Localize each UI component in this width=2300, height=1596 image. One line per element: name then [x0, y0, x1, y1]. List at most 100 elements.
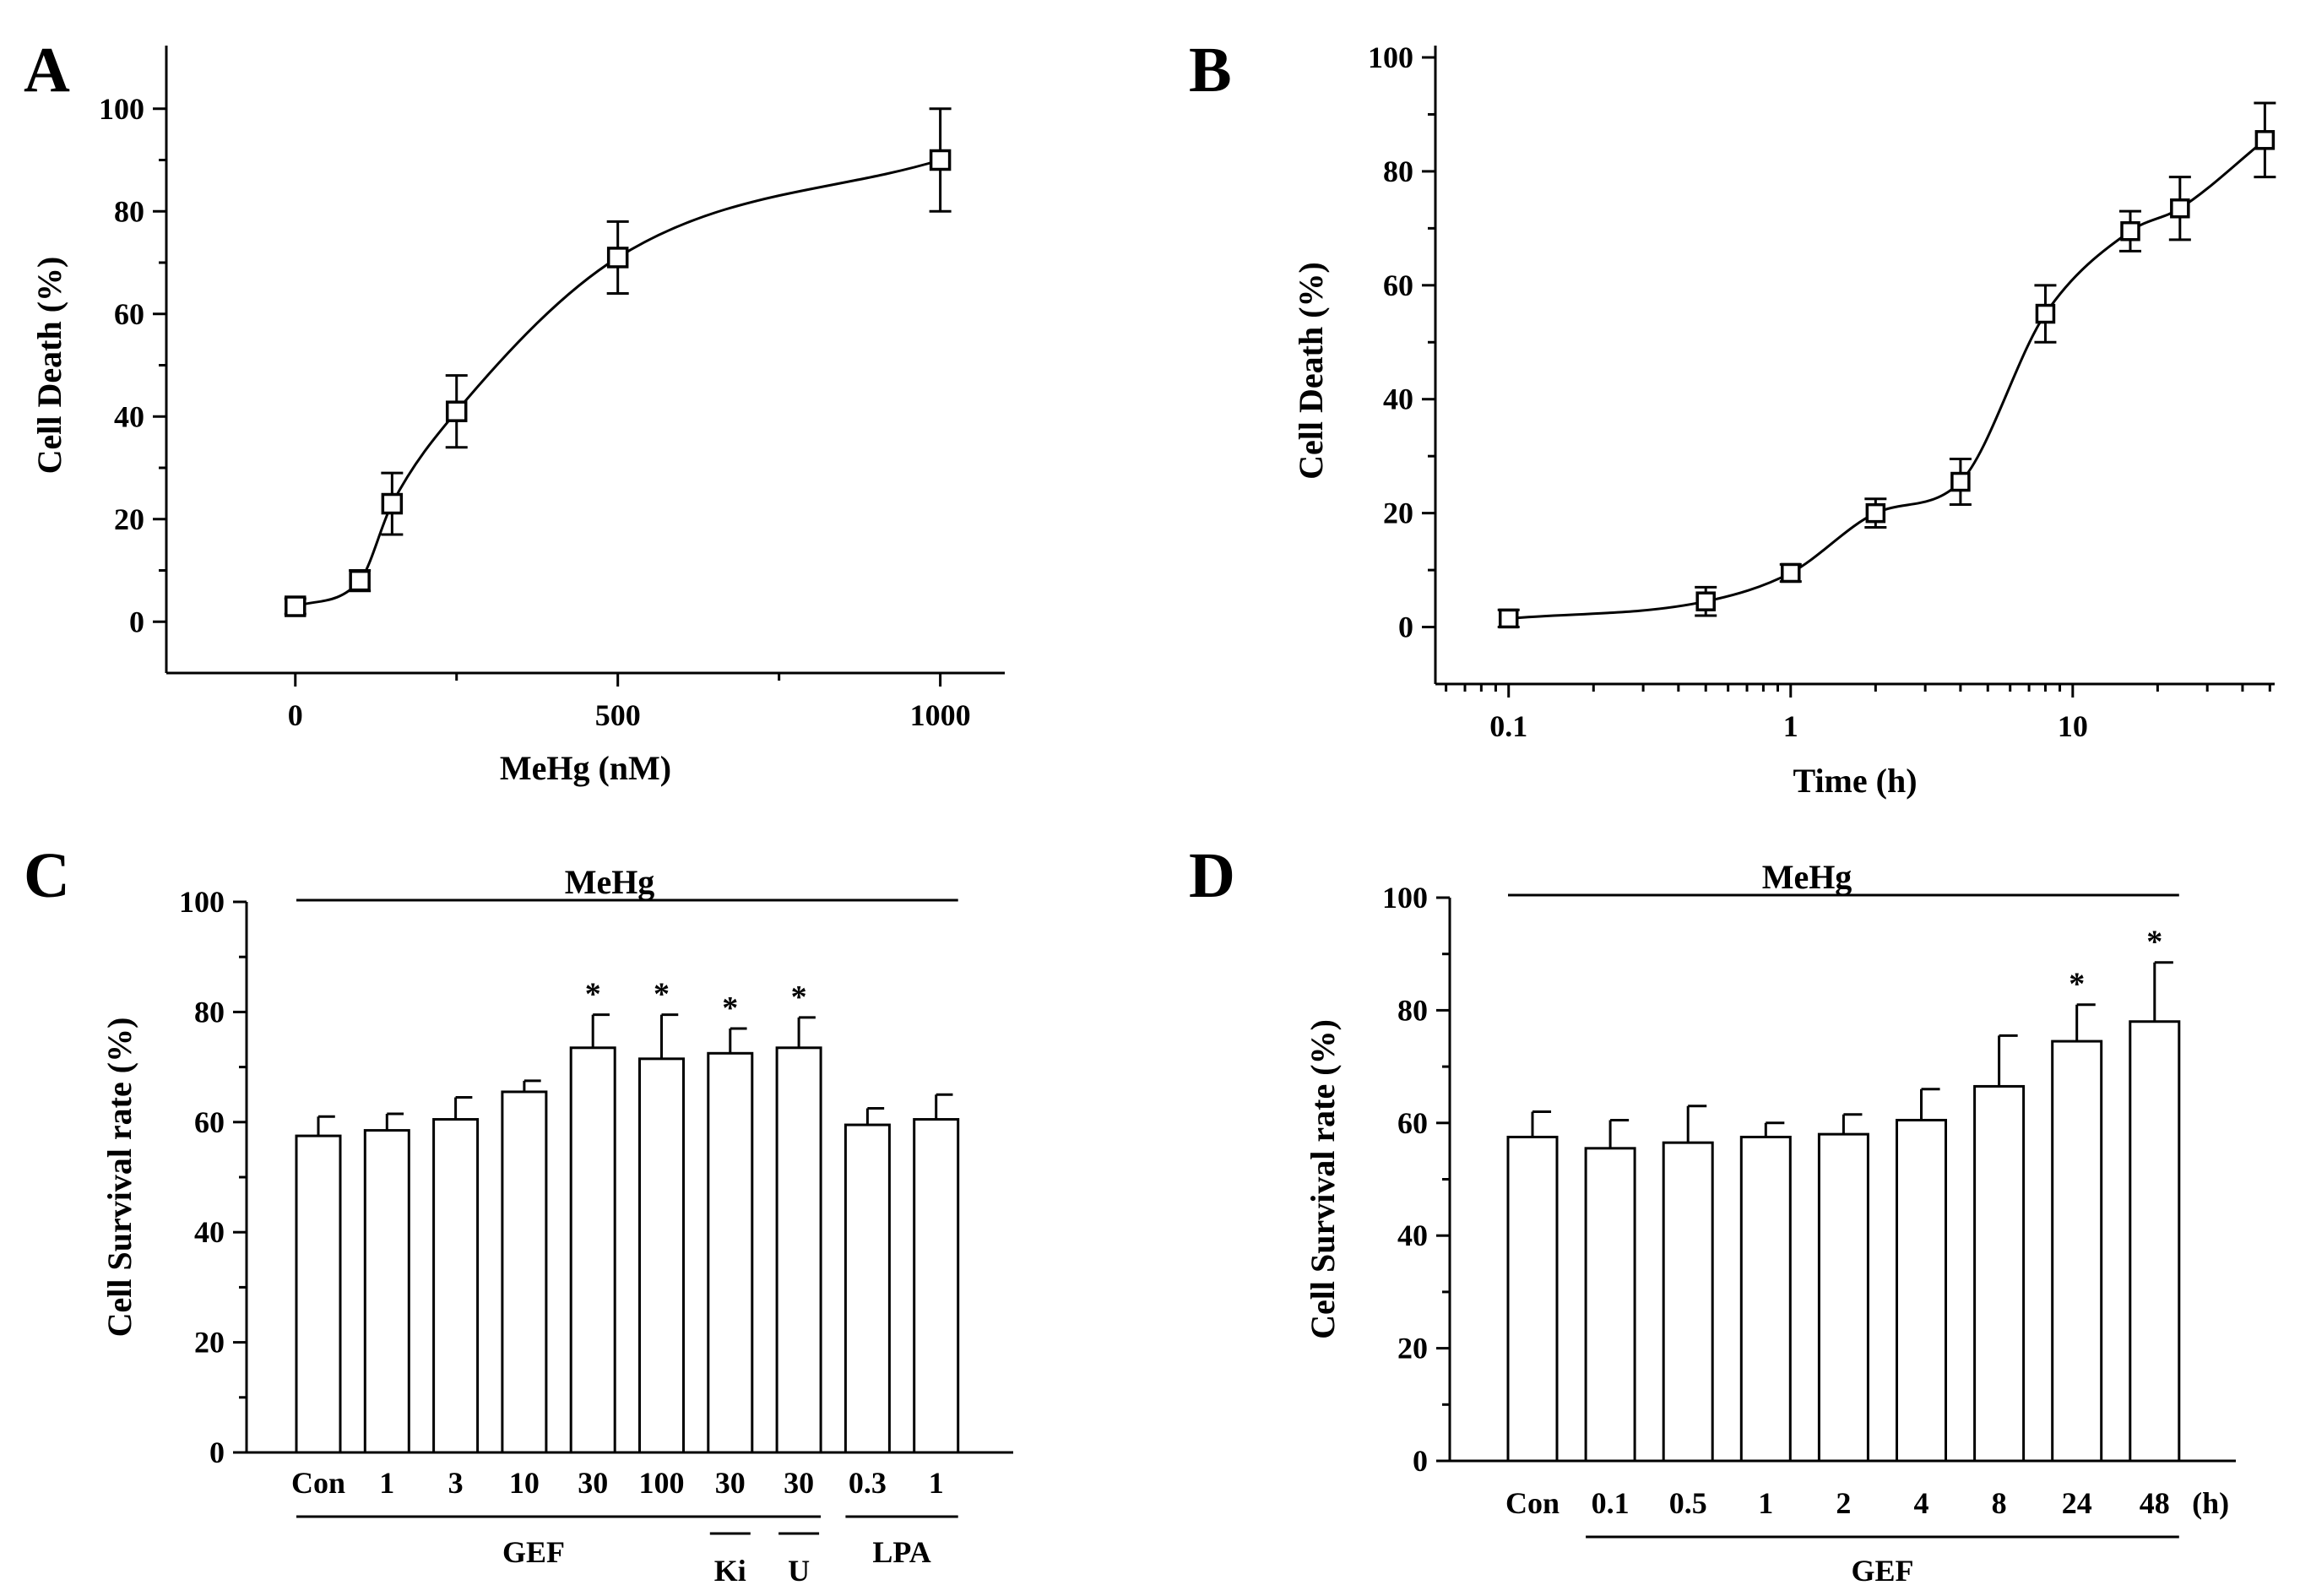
error-bar [317, 1115, 335, 1137]
category-label: 30 [578, 1466, 608, 1500]
x-tick-label: 0 [288, 698, 303, 732]
category-label: 100 [639, 1466, 685, 1500]
bar [707, 1051, 754, 1454]
bar [2051, 1040, 2103, 1463]
error-bar [1686, 1105, 1707, 1143]
category-label: 10 [509, 1466, 540, 1500]
data-point [929, 149, 952, 171]
top-label: MeHg [565, 863, 655, 901]
category-label: 1 [1758, 1486, 1773, 1520]
significance-star: * [654, 977, 670, 1012]
bar [501, 1090, 548, 1454]
x-tick-label: 1000 [910, 698, 971, 732]
data-point [285, 595, 306, 617]
y-axis-title: Cell Survival rate (%) [1304, 1019, 1342, 1339]
error-bar [2153, 961, 2173, 1022]
error-bar [1998, 1034, 2018, 1087]
y-tick-label: 40 [194, 1215, 225, 1249]
significance-star: * [585, 977, 601, 1012]
category-label: Con [291, 1466, 345, 1500]
panel-letter-c: C [24, 840, 70, 911]
significance-star: * [2069, 967, 2085, 1002]
x-tick-label: 1 [1783, 709, 1798, 743]
y-tick-label: 80 [1397, 993, 1428, 1027]
panel-letter-b: B [1189, 35, 1232, 106]
fit-curve [1508, 138, 2266, 620]
error-bar [1608, 1118, 1630, 1148]
panel-c-bar-chart: 0 20 40 60 80 100 Cell Survival rate (%) MeHg Co… [100, 863, 1013, 1588]
error-bar [1920, 1088, 1940, 1121]
panel-letter-d: D [1189, 840, 1235, 911]
data-point [445, 400, 468, 422]
error-bar [729, 1027, 747, 1054]
error-bar [797, 1016, 816, 1048]
group-label: Ki [714, 1554, 746, 1588]
bar [844, 1123, 891, 1454]
bar [432, 1118, 480, 1454]
category-label: 30 [715, 1466, 746, 1500]
y-tick-label: 100 [1382, 881, 1428, 915]
data-point [1865, 502, 1886, 524]
category-label: 8 [1992, 1486, 2007, 1520]
category-label: 48 [2140, 1486, 2170, 1520]
group-label: LPA [872, 1535, 930, 1569]
panel-letter-a: A [24, 35, 70, 106]
y-tick-label: 80 [1383, 155, 1413, 188]
error-bar [385, 1112, 404, 1131]
category-label: 0.1 [1592, 1486, 1630, 1520]
bar [2129, 1020, 2181, 1463]
y-tick-label: 20 [194, 1326, 225, 1360]
x-tick-label: 500 [595, 698, 641, 732]
data-point [1498, 608, 1519, 629]
y-tick-label: 40 [114, 399, 144, 433]
data-point [2254, 130, 2276, 150]
y-tick-label: 80 [194, 995, 225, 1029]
error-bar [660, 1013, 679, 1059]
x-tick-label: 10 [2058, 709, 2088, 743]
y-tick-label: 100 [99, 92, 144, 126]
y-tick-label: 80 [114, 194, 144, 228]
data-point [1781, 562, 1801, 584]
data-point [2035, 303, 2056, 324]
category-label: 3 [448, 1466, 464, 1500]
y-tick-label: 0 [1398, 611, 1413, 644]
y-tick-label: 0 [129, 605, 144, 638]
y-tick-label: 20 [1383, 497, 1413, 530]
bar [1739, 1135, 1792, 1463]
error-bar [2075, 1003, 2096, 1042]
group-label: GEF [1851, 1554, 1913, 1588]
significance-star: * [722, 991, 738, 1026]
y-axis-title: Cell Death (%) [30, 257, 68, 475]
error-bar [865, 1107, 885, 1126]
data-point [2170, 198, 2190, 219]
data-point [381, 492, 404, 515]
category-label: Con [1505, 1486, 1560, 1520]
bar [363, 1129, 410, 1454]
y-tick-label: 20 [114, 502, 144, 536]
bar [1506, 1135, 1559, 1463]
significance-star: * [2146, 925, 2162, 960]
data-point [1695, 591, 1716, 611]
y-tick-label: 60 [1397, 1106, 1428, 1140]
bar [295, 1134, 342, 1454]
y-tick-label: 0 [209, 1436, 225, 1469]
bar [1973, 1084, 2026, 1463]
y-axis-title: Cell Survival rate (%) [100, 1018, 138, 1338]
error-bar [1842, 1113, 1863, 1135]
significance-star: * [791, 980, 807, 1015]
bar [913, 1118, 960, 1454]
y-tick-label: 20 [1397, 1332, 1428, 1365]
top-label: MeHg [1762, 858, 1852, 896]
error-bar [1531, 1110, 1552, 1137]
category-label: 1 [379, 1466, 394, 1500]
y-tick-label: 100 [179, 885, 225, 919]
category-label: 24 [2062, 1486, 2092, 1520]
group-label: U [788, 1554, 810, 1588]
bar [775, 1046, 822, 1454]
y-tick-label: 60 [1383, 269, 1413, 302]
error-bar [591, 1013, 610, 1048]
error-bar [454, 1095, 473, 1120]
y-tick-label: 100 [1368, 41, 1413, 74]
panel-d-bar-chart: 0 20 40 60 80 100 Cell Survival rate (%) MeHg Co… [1304, 858, 2236, 1588]
